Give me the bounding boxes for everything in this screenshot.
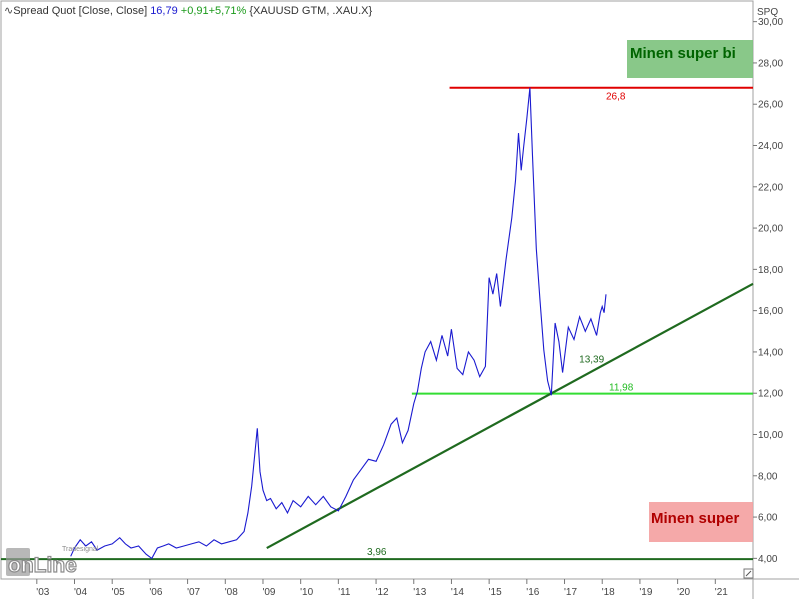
y-tick-label: 16,00 [758,306,783,317]
x-tick-label: '05 [112,587,125,598]
base-label: 3,96 [367,547,387,558]
y-tick-label: 26,00 [758,100,783,111]
y-tick-label: 30,00 [758,17,783,28]
y-tick-label: 14,00 [758,347,783,358]
header-last: 16,79 [150,5,178,17]
y-tick-label: 4,00 [758,554,778,565]
y-tick-label: 8,00 [758,471,778,482]
header-change: +0,91 [180,5,209,17]
header-symbols: {XAUUSD GTM, .XAU.X} [249,5,373,17]
trend-line-label: 13,39 [579,355,604,366]
x-tick-label: '14 [451,587,464,598]
y-tick-label: 10,00 [758,430,783,441]
bull-target-text: Minen super bi [630,45,736,62]
spread-icon: ∿ [4,5,14,17]
y-tick-label: 28,00 [758,58,783,69]
tradesignal-logo: Tradesignal onLine [6,546,99,578]
x-tick-label: '04 [74,587,87,598]
y-tick-label: 24,00 [758,141,783,152]
x-tick-label: '13 [413,587,426,598]
y-tick-label: 6,00 [758,513,778,524]
y-tick-label: 12,00 [758,389,783,400]
x-tick-label: '06 [149,587,162,598]
x-tick-label: '18 [602,587,615,598]
logo-small-text: Tradesignal [62,546,99,553]
x-tick-label: '03 [36,587,49,598]
x-tick-label: '16 [526,587,539,598]
x-tick-label: '08 [225,587,238,598]
bear-target-box[interactable] [649,502,753,542]
resize-grip-icon[interactable] [743,568,754,579]
header-label: Spread Quot [Close, Close] [13,5,148,17]
support-label: 11,98 [609,383,634,394]
x-tick-label: '20 [677,587,690,598]
y-tick-label: 22,00 [758,182,783,193]
bear-target-text: Minen super [651,510,740,527]
trend-line[interactable] [266,282,754,550]
y-tick-label: 20,00 [758,224,783,235]
y-tick-label: 18,00 [758,265,783,276]
resistance-label: 26,8 [606,92,626,103]
x-tick-label: '09 [262,587,275,598]
bull-target-box[interactable] [627,40,753,78]
chart-header: ∿Spread Quot [Close, Close] 16,79 +0,91+… [4,4,372,17]
x-tick-label: '17 [564,587,577,598]
x-tick-label: '15 [489,587,502,598]
x-tick-label: '10 [300,587,313,598]
logo-big-text: onLine [8,554,77,577]
x-tick-label: '12 [376,587,389,598]
x-tick-label: '21 [715,587,728,598]
series-line-spread-quot[interactable] [70,87,607,560]
x-tick-label: '07 [187,587,200,598]
x-tick-label: '11 [338,587,351,598]
x-axis: '03 '04 '05 '06 '07 '08 '09 '10 '11 '12 '13 '14 '15 '… [36,579,728,598]
x-tick-label: '19 [639,587,652,598]
axis-title-spq: SPQ [757,7,778,18]
header-change-pct: +5,71% [208,5,247,17]
y-axis: 4,00 6,00 8,00 10,00 12,00 14,00 16,00 18,00 20,… [753,17,783,565]
levels [1,86,753,561]
